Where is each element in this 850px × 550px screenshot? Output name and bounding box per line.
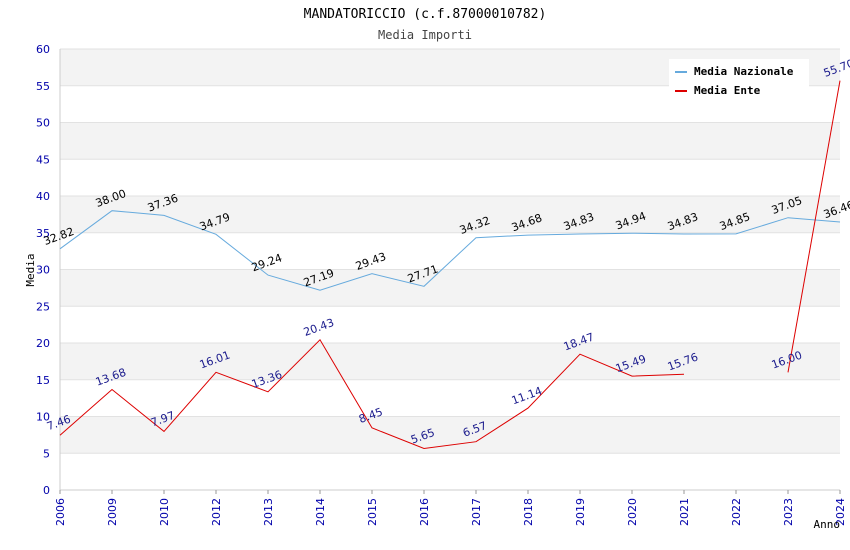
x-tick-label: 2018 bbox=[522, 498, 535, 526]
x-axis-title: Anno bbox=[814, 518, 841, 531]
y-tick-labels: 0 5 10 15 20 25 30 35 40 45 50 55 60 bbox=[36, 43, 50, 497]
grid-band bbox=[60, 416, 840, 454]
legend-box bbox=[669, 59, 809, 101]
y-tick-label: 5 bbox=[43, 447, 50, 460]
x-tick-label: 2017 bbox=[470, 498, 483, 526]
series-lines bbox=[59, 80, 841, 450]
x-tick-label: 2012 bbox=[210, 498, 223, 526]
grid-band bbox=[60, 379, 840, 417]
series-line-nazionale bbox=[59, 210, 841, 291]
grid-band bbox=[60, 196, 840, 233]
y-tick-label: 0 bbox=[43, 484, 50, 497]
y-tick-label: 35 bbox=[36, 227, 50, 240]
x-tick-label: 2014 bbox=[314, 498, 327, 526]
series-line-ente bbox=[59, 338, 685, 450]
chart-subtitle: Media Importi bbox=[378, 28, 472, 42]
x-tick-label: 2022 bbox=[730, 498, 743, 526]
grid-band bbox=[60, 232, 840, 270]
legend-label-nazionale: Media Nazionale bbox=[694, 65, 794, 78]
x-tick-label: 2010 bbox=[158, 498, 171, 526]
x-tick-label: 2023 bbox=[782, 498, 795, 526]
y-tick-label: 45 bbox=[36, 153, 50, 166]
y-tick-label: 30 bbox=[36, 264, 50, 277]
y-tick-label: 55 bbox=[36, 80, 50, 93]
y-tick-label: 20 bbox=[36, 337, 50, 350]
y-tick-label: 25 bbox=[36, 300, 50, 313]
grid-band bbox=[60, 343, 840, 380]
x-tick-label: 2006 bbox=[54, 498, 67, 526]
x-tick-label: 2015 bbox=[366, 498, 379, 526]
legend-label-ente: Media Ente bbox=[694, 84, 761, 97]
x-tick-labels: 2006 2009 2010 2012 2013 2014 2015 2016 2017 2018… bbox=[54, 490, 847, 526]
x-tick-label: 2024 bbox=[834, 498, 847, 526]
grid-band bbox=[60, 453, 840, 490]
background-bands bbox=[60, 49, 840, 490]
series-line-ente bbox=[787, 80, 841, 373]
y-tick-label: 40 bbox=[36, 190, 50, 203]
x-tick-label: 2013 bbox=[262, 498, 275, 526]
y-tick-label: 50 bbox=[36, 117, 50, 130]
grid-band bbox=[60, 159, 840, 196]
grid-band bbox=[60, 122, 840, 160]
x-tick-label: 2016 bbox=[418, 498, 431, 526]
x-tick-label: 2019 bbox=[574, 498, 587, 526]
legend: Media Nazionale Media Ente bbox=[669, 59, 809, 101]
y-axis-title: Media bbox=[24, 253, 37, 286]
y-tick-label: 60 bbox=[36, 43, 50, 56]
x-tick-label: 2021 bbox=[678, 498, 691, 526]
y-tick-label: 15 bbox=[36, 374, 50, 387]
chart-title: MANDATORICCIO (c.f.87000010782) bbox=[304, 7, 547, 22]
grid-band bbox=[60, 269, 840, 307]
x-tick-label: 2020 bbox=[626, 498, 639, 526]
x-tick-label: 2009 bbox=[106, 498, 119, 526]
grid-band bbox=[60, 306, 840, 343]
y-tick-label: 10 bbox=[36, 411, 50, 424]
